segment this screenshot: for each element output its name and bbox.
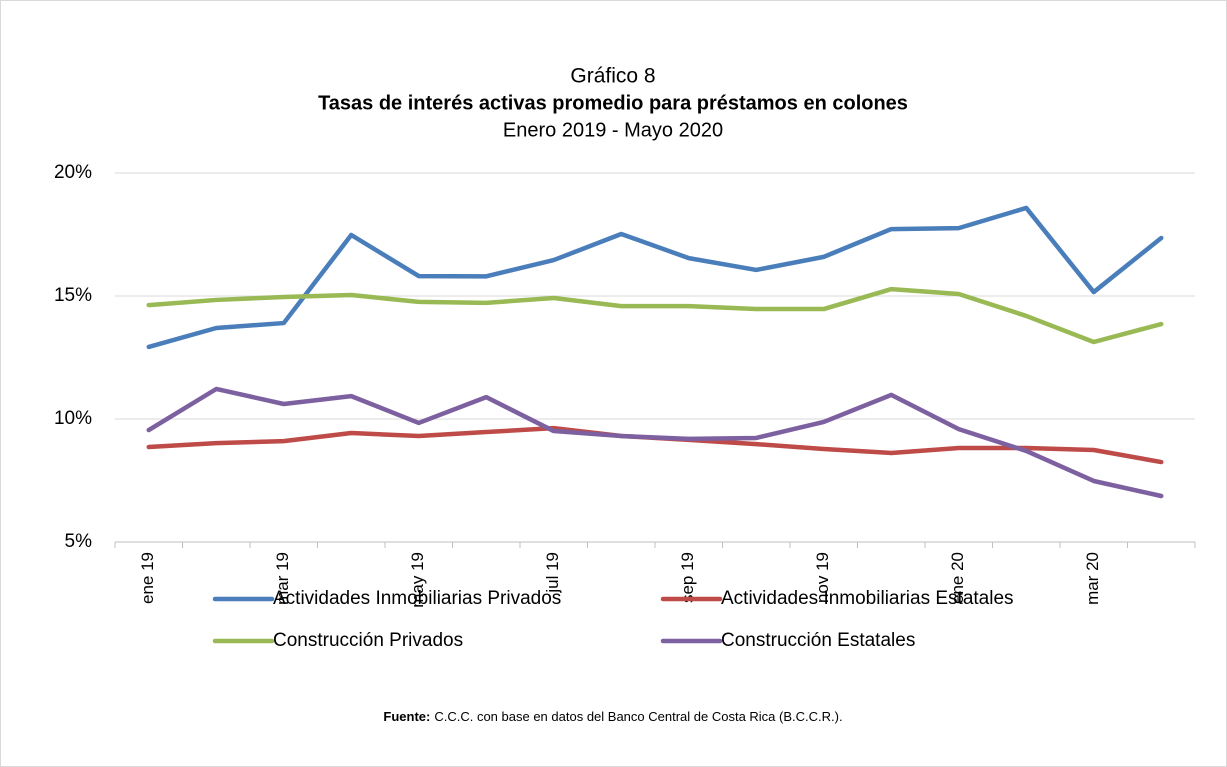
chart-subtitle: Enero 2019 - Mayo 2020 [503,119,723,141]
y-tick-label: 5% [65,531,93,552]
y-tick-label: 20% [54,162,92,183]
x-tick-label: may 19 [408,552,427,608]
series-line [146,205,1164,350]
series-line [146,386,1164,499]
source-label: Fuente: [383,709,430,724]
x-tick-label: mar 20 [1083,552,1102,605]
y-tick-label: 15% [54,285,92,306]
legend-label: Construcción Privados [273,630,463,651]
legend-label: Actividades Inmobiliarias Estatales [721,588,1014,609]
chart-title: Tasas de interés activas promedio para p… [318,92,908,114]
x-tick-label: ene 19 [138,552,157,604]
x-tick-label: sep 19 [678,552,697,603]
x-tick-label: nov 19 [813,552,832,603]
x-tick-label: mar 19 [273,552,292,605]
source-note: Fuente: C.C.C. con base en datos del Banc… [383,709,842,724]
x-tick-label: ene 20 [948,552,967,604]
x-tick-label: jul 19 [543,552,562,594]
y-tick-label: 10% [54,408,92,429]
chart-title-prefix: Gráfico 8 [570,65,655,88]
source-text: C.C.C. con base en datos del Banco Centr… [434,709,842,724]
legend-label: Actividades Inmobiliarias Privados [273,588,561,609]
series-line [146,286,1164,345]
legend-label: Construcción Estatales [721,630,915,651]
